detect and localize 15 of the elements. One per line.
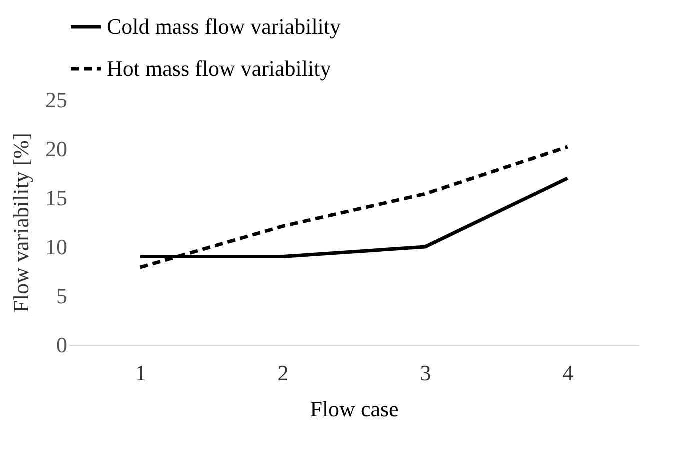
legend-label: Cold mass flow variability bbox=[107, 14, 342, 39]
x-axis-title: Flow case bbox=[310, 396, 399, 422]
x-tick-label: 3 bbox=[420, 360, 432, 386]
x-tick-label: 4 bbox=[562, 360, 574, 386]
y-tick-label: 20 bbox=[46, 136, 68, 162]
y-tick-label: 15 bbox=[46, 186, 68, 210]
y-tick-label: 25 bbox=[46, 88, 68, 112]
y-axis-title: Flow variability [%] bbox=[8, 133, 34, 313]
y-tick-label: 10 bbox=[46, 234, 68, 260]
legend-label: Hot mass flow variability bbox=[107, 56, 332, 81]
line-series bbox=[138, 145, 570, 270]
y-tick-label: 0 bbox=[56, 332, 68, 358]
x-tick-label: 2 bbox=[278, 360, 289, 386]
x-tick-label: 1 bbox=[135, 360, 146, 386]
y-tick-label: 5 bbox=[56, 284, 68, 308]
